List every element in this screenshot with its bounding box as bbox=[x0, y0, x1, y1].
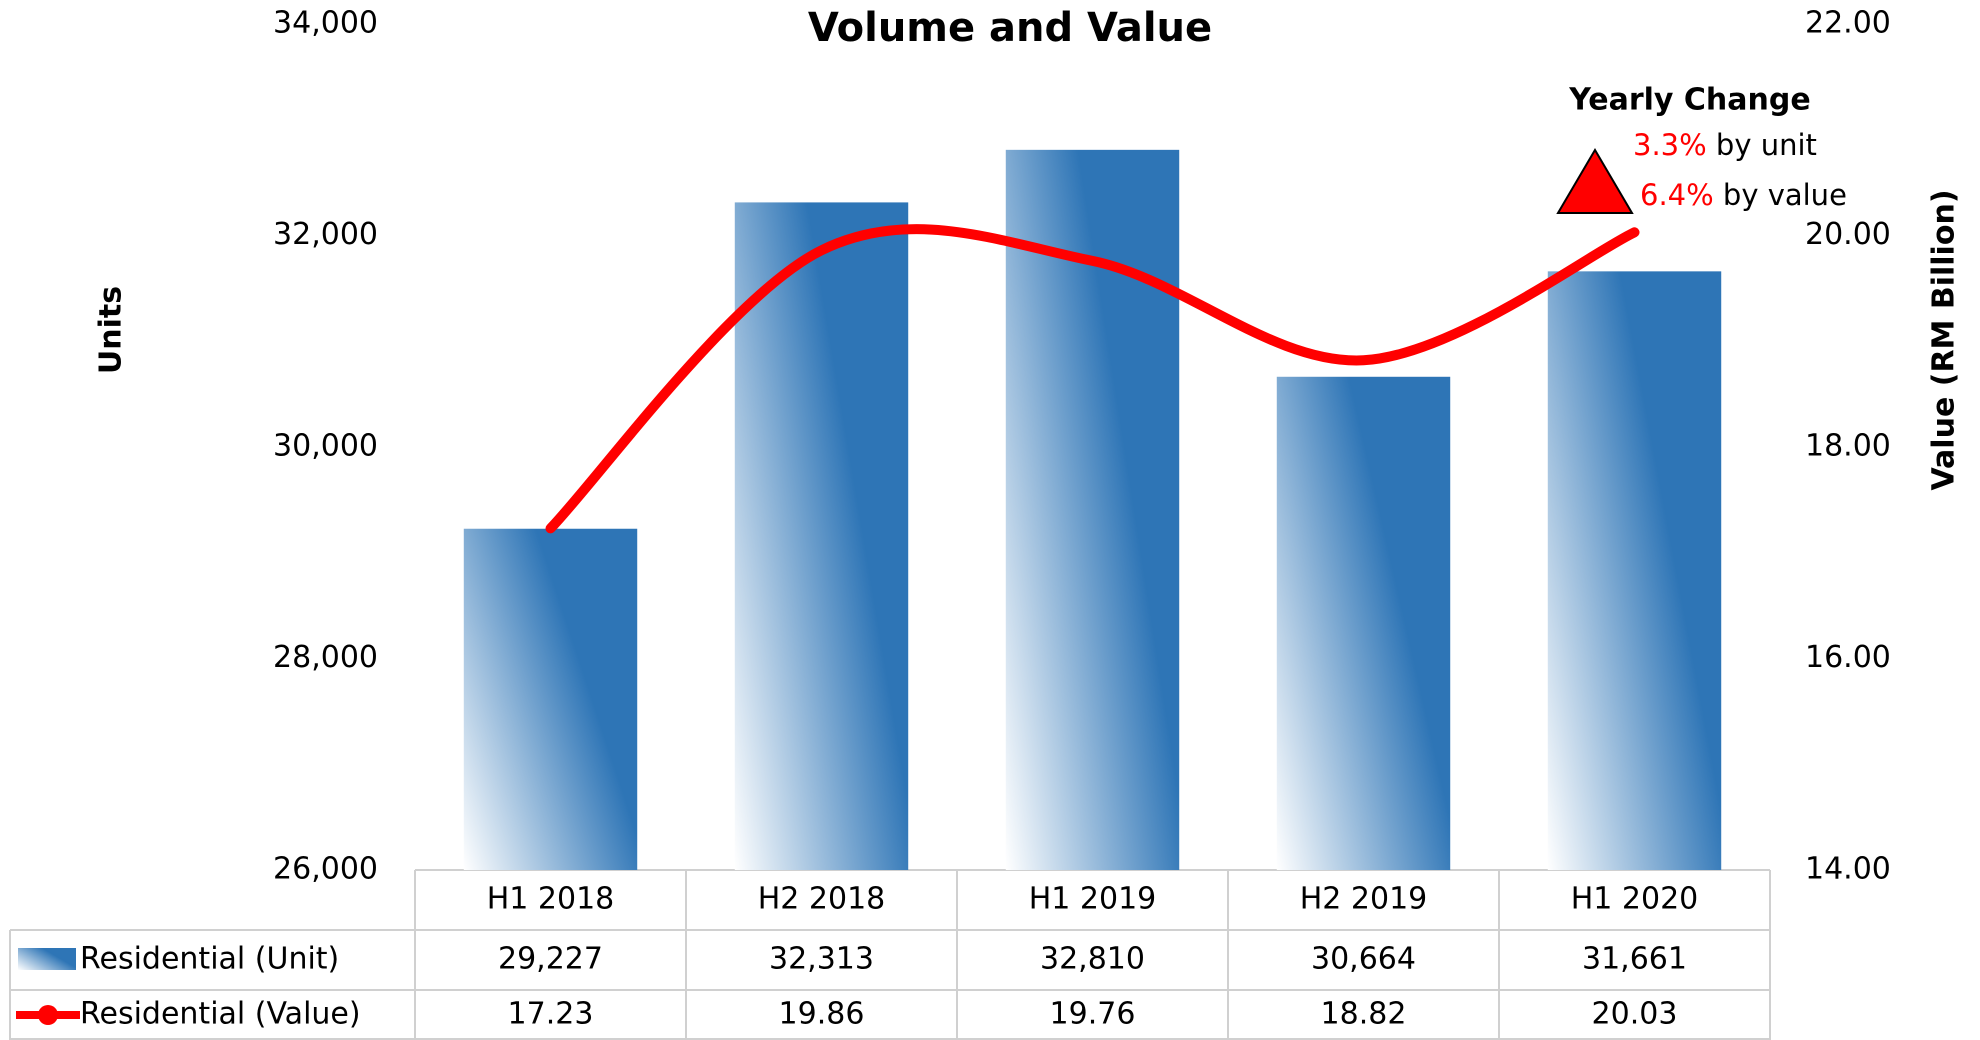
data-label: 32,313 bbox=[769, 942, 874, 977]
data-label: 17.23 bbox=[508, 997, 594, 1032]
annotation-text: 3.3% by unit bbox=[1633, 128, 1817, 162]
bar bbox=[734, 202, 909, 870]
y2-tick-label: 20.00 bbox=[1805, 217, 1891, 252]
data-label: 19.86 bbox=[779, 997, 865, 1032]
annotation-title: Yearly Change bbox=[1568, 83, 1810, 118]
legend-swatch bbox=[18, 948, 76, 970]
x-tick-label: H1 2018 bbox=[487, 882, 615, 917]
y-tick-label: 32,000 bbox=[273, 217, 378, 252]
annotation-value: 3.3% bbox=[1633, 128, 1707, 162]
y2-tick-label: 16.00 bbox=[1805, 640, 1891, 675]
data-label: 19.76 bbox=[1050, 997, 1136, 1032]
bar bbox=[1276, 376, 1451, 870]
bar bbox=[463, 528, 638, 870]
data-label: 18.82 bbox=[1321, 997, 1407, 1032]
data-label: 20.03 bbox=[1592, 997, 1678, 1032]
x-tick-label: H2 2018 bbox=[758, 882, 886, 917]
legend-label: Residential (Value) bbox=[80, 997, 361, 1032]
annotation-text: 6.4% by value bbox=[1640, 178, 1847, 212]
bar bbox=[1547, 271, 1722, 870]
x-tick-label: H1 2019 bbox=[1029, 882, 1157, 917]
data-label: 30,664 bbox=[1311, 942, 1416, 977]
y-axis-label: Units bbox=[94, 286, 129, 374]
x-tick-label: H1 2020 bbox=[1571, 882, 1699, 917]
y2-tick-label: 14.00 bbox=[1805, 852, 1891, 887]
y2-axis-label: Value (RM Billion) bbox=[1927, 189, 1962, 490]
annotation-label: by unit bbox=[1716, 128, 1817, 162]
y-tick-label: 26,000 bbox=[273, 852, 378, 887]
annotation-triangle bbox=[1556, 148, 1634, 214]
y2-tick-label: 22.00 bbox=[1805, 6, 1891, 41]
legend-marker bbox=[38, 1005, 58, 1025]
data-label: 31,661 bbox=[1582, 942, 1687, 977]
line bbox=[545, 224, 1640, 534]
y-tick-label: 34,000 bbox=[273, 6, 378, 41]
legend-label: Residential (Unit) bbox=[80, 942, 339, 977]
chart-title: Volume and Value bbox=[808, 5, 1212, 51]
bar bbox=[1005, 149, 1180, 870]
y2-tick-label: 18.00 bbox=[1805, 429, 1891, 464]
annotation-value: 6.4% bbox=[1640, 178, 1714, 212]
data-label: 29,227 bbox=[498, 942, 603, 977]
annotation-label: by value bbox=[1723, 178, 1847, 212]
y-tick-label: 28,000 bbox=[273, 640, 378, 675]
x-tick-label: H2 2019 bbox=[1300, 882, 1428, 917]
data-label: 32,810 bbox=[1040, 942, 1145, 977]
y-tick-label: 30,000 bbox=[273, 429, 378, 464]
